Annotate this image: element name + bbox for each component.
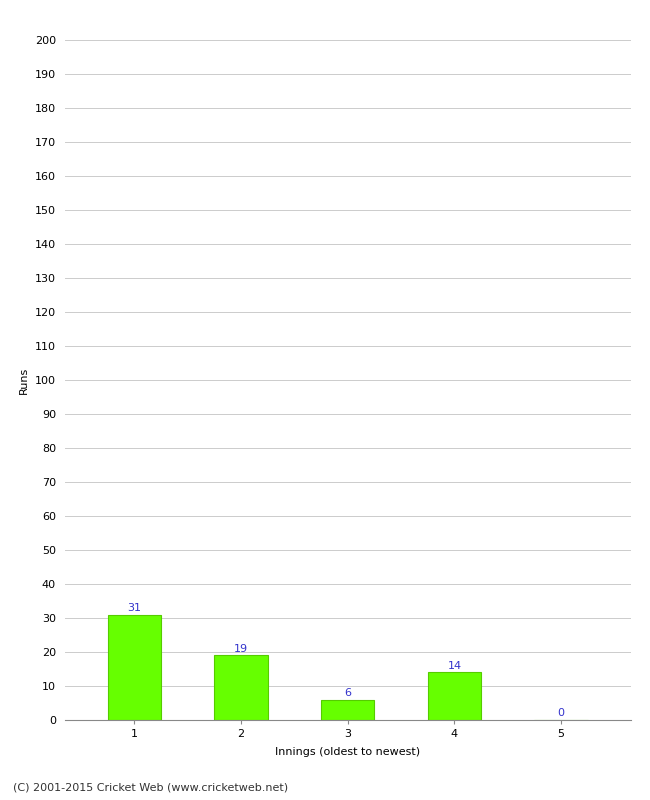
Bar [428,672,481,720]
Bar [321,699,374,720]
Bar [108,614,161,720]
Bar [214,655,268,720]
Text: 19: 19 [234,644,248,654]
Text: 31: 31 [127,603,141,613]
Y-axis label: Runs: Runs [20,366,29,394]
Text: 6: 6 [344,688,351,698]
Text: 14: 14 [447,661,462,670]
Text: 0: 0 [558,708,565,718]
Text: (C) 2001-2015 Cricket Web (www.cricketweb.net): (C) 2001-2015 Cricket Web (www.cricketwe… [13,782,288,792]
X-axis label: Innings (oldest to newest): Innings (oldest to newest) [275,747,421,758]
